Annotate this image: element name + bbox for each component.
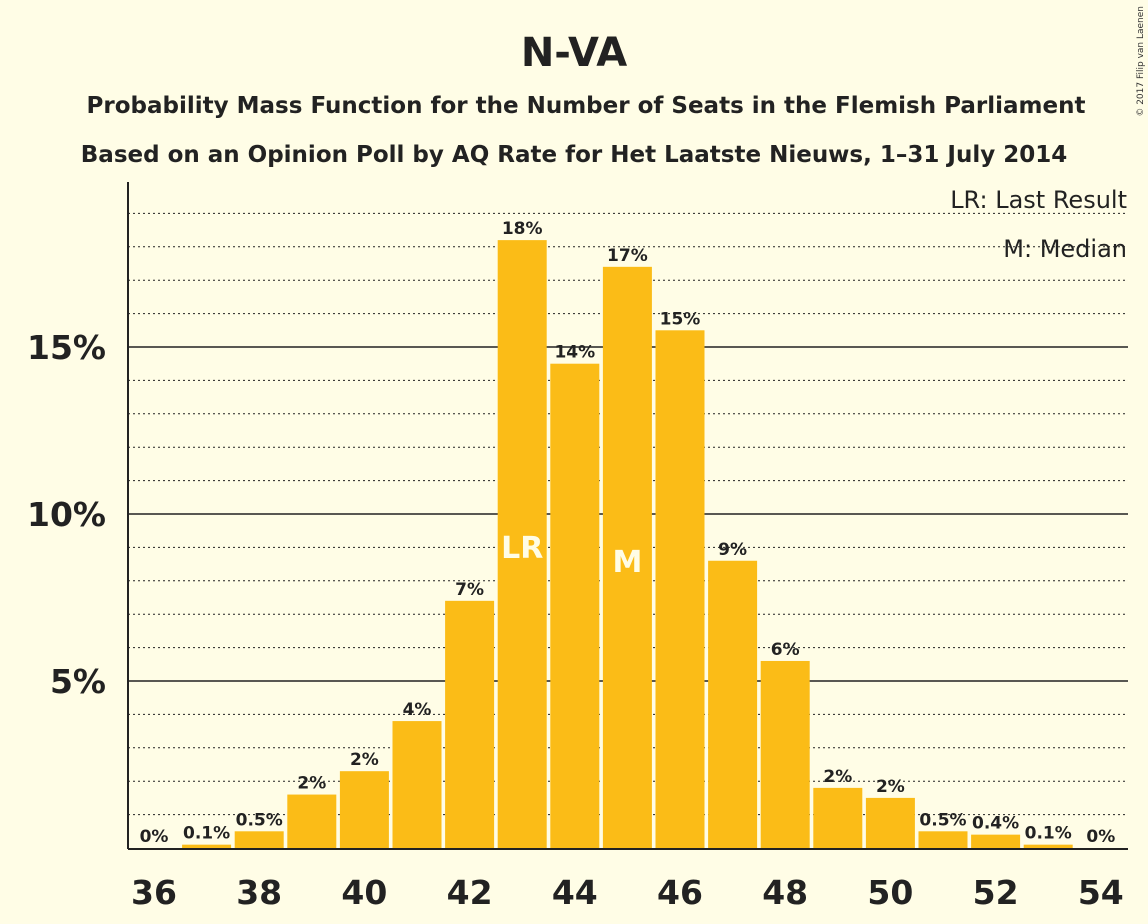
bar-46 bbox=[655, 330, 705, 848]
y-tick-label-15: 15% bbox=[27, 328, 106, 367]
data-label-37: 0.1% bbox=[183, 824, 230, 844]
data-label-54: 0% bbox=[1086, 827, 1115, 847]
y-tick-label-10: 10% bbox=[27, 495, 106, 534]
y-tick-label-5: 5% bbox=[50, 662, 106, 701]
bar-41 bbox=[392, 721, 442, 848]
x-tick-label-46: 46 bbox=[657, 873, 703, 912]
data-label-38: 0.5% bbox=[236, 810, 283, 830]
bar-50 bbox=[865, 797, 915, 848]
bar-44 bbox=[550, 363, 600, 848]
x-tick-label-52: 52 bbox=[973, 873, 1019, 912]
data-label-36: 0% bbox=[140, 827, 169, 847]
data-label-43: 18% bbox=[502, 219, 543, 239]
bar-48 bbox=[760, 660, 810, 848]
bar-52 bbox=[971, 834, 1021, 848]
copyright-notice: © 2017 Filip van Laenen bbox=[1136, 6, 1146, 117]
data-label-50: 2% bbox=[876, 777, 905, 797]
x-tick-label-42: 42 bbox=[447, 873, 493, 912]
bar-38 bbox=[234, 831, 284, 848]
bar-45 bbox=[602, 266, 652, 849]
x-tick-label-50: 50 bbox=[867, 873, 913, 912]
chart-title: N-VA bbox=[521, 30, 627, 76]
x-tick-labels: 36 38 40 42 44 46 48 50 52 54 bbox=[131, 873, 1124, 912]
legend-last-result: LR: Last Result bbox=[950, 186, 1127, 214]
data-label-51: 0.5% bbox=[919, 810, 966, 830]
x-tick-label-48: 48 bbox=[762, 873, 808, 912]
y-tick-labels: 5% 10% 15% bbox=[27, 328, 106, 701]
data-label-53: 0.1% bbox=[1025, 824, 1072, 844]
legend-median: M: Median bbox=[1003, 235, 1127, 263]
bar-37 bbox=[182, 844, 232, 848]
bar-51 bbox=[918, 831, 968, 848]
data-label-40: 2% bbox=[350, 750, 379, 770]
marker-lr: LR bbox=[501, 531, 543, 566]
bar-43 bbox=[497, 240, 547, 848]
bars-group: 0% 0.1% 0.5% 2% 2% 4% 7% 18% 14% 17% 15% 9% 6% 2% 2% 0.… bbox=[140, 219, 1115, 849]
data-label-45: 17% bbox=[607, 246, 648, 266]
data-label-52: 0.4% bbox=[972, 814, 1019, 834]
chart-subtitle-1: Probability Mass Function for the Number… bbox=[87, 93, 1086, 119]
x-tick-label-38: 38 bbox=[236, 873, 282, 912]
data-label-49: 2% bbox=[823, 767, 852, 787]
x-tick-label-36: 36 bbox=[131, 873, 177, 912]
axes bbox=[127, 182, 1128, 850]
bar-53 bbox=[1023, 844, 1073, 848]
bar-42 bbox=[445, 600, 495, 848]
data-label-48: 6% bbox=[771, 640, 800, 660]
bar-40 bbox=[339, 771, 389, 848]
data-label-44: 14% bbox=[554, 343, 595, 363]
data-label-41: 4% bbox=[403, 700, 432, 720]
bar-47 bbox=[708, 560, 758, 848]
chart-subtitle-2: Based on an Opinion Poll by AQ Rate for … bbox=[81, 142, 1067, 168]
marker-m: M bbox=[612, 545, 642, 580]
x-tick-label-40: 40 bbox=[341, 873, 387, 912]
data-label-39: 2% bbox=[297, 774, 326, 794]
bar-49 bbox=[813, 787, 863, 848]
x-tick-label-54: 54 bbox=[1078, 873, 1124, 912]
data-label-47: 9% bbox=[718, 540, 747, 560]
bar-39 bbox=[287, 794, 337, 848]
data-label-46: 15% bbox=[660, 309, 701, 329]
x-tick-label-44: 44 bbox=[552, 873, 598, 912]
data-label-42: 7% bbox=[455, 580, 484, 600]
